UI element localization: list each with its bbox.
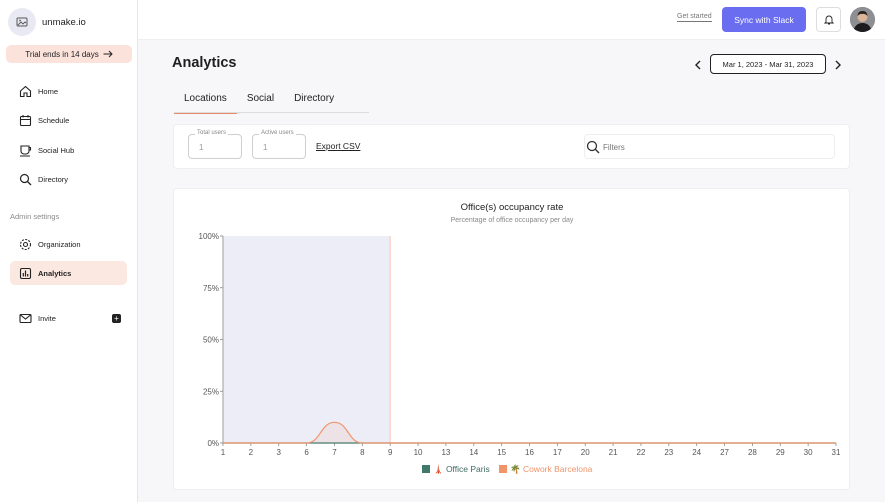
trial-text: Trial ends in 14 days: [25, 49, 99, 59]
tab-directory[interactable]: Directory: [294, 93, 335, 104]
sidebar-item-label: Home: [38, 86, 59, 96]
chevron-left-icon[interactable]: [692, 58, 704, 76]
x-tick-label: 16: [525, 448, 534, 457]
search-icon: [586, 140, 600, 159]
topbar: Get started Sync with Slack: [138, 0, 885, 40]
sidebar-item-label: Directory: [38, 174, 69, 184]
sidebar-item-social-hub[interactable]: Social Hub: [10, 138, 127, 162]
tabs-divider: [174, 112, 369, 113]
occupancy-chart-card: Office(s) occupancy rate Percentage of o…: [173, 188, 850, 490]
sidebar-item-label: Analytics: [38, 268, 72, 278]
x-tick-label: 6: [304, 448, 309, 457]
legend-swatch-0: [422, 465, 430, 473]
sidebar-item-invite[interactable]: Invite +: [10, 306, 127, 330]
bar-chart-icon: [18, 266, 32, 280]
sidebar-item-organization[interactable]: Organization: [10, 232, 127, 256]
total-users-field: Total users 1: [188, 130, 242, 159]
sidebar-item-label: Social Hub: [38, 145, 75, 155]
active-users-value: 1: [263, 143, 268, 152]
y-tick-label: 75%: [203, 284, 219, 293]
chart-title: Office(s) occupancy rate: [461, 202, 564, 213]
brand-logo-icon: [8, 8, 36, 36]
x-tick-label: 9: [388, 448, 393, 457]
home-icon: [18, 84, 32, 98]
x-tick-label: 23: [664, 448, 673, 457]
tab-social[interactable]: Social: [246, 93, 275, 104]
tab-locations[interactable]: Locations: [174, 90, 237, 114]
x-tick-label: 7: [332, 448, 337, 457]
x-tick-label: 28: [748, 448, 757, 457]
sidebar: unmake.io Trial ends in 14 days Home Sch…: [0, 0, 138, 502]
legend-label-0: 🗼 Office Paris: [433, 464, 490, 474]
sidebar-item-analytics[interactable]: Analytics: [10, 261, 127, 285]
x-tick-label: 31: [832, 448, 841, 457]
x-tick-label: 29: [776, 448, 785, 457]
x-tick-label: 22: [637, 448, 646, 457]
filter-card: Total users 1 Active users 1 Export CSV: [173, 124, 850, 169]
x-tick-label: 13: [441, 448, 450, 457]
active-users-field: Active users 1: [252, 130, 306, 159]
filters-search[interactable]: [584, 134, 835, 159]
y-tick-label: 25%: [203, 387, 219, 396]
total-users-label: Total users: [195, 130, 229, 136]
filters-input[interactable]: [603, 140, 823, 154]
x-tick-label: 21: [609, 448, 618, 457]
notifications-button[interactable]: [816, 7, 841, 32]
sidebar-item-directory[interactable]: Directory: [10, 167, 127, 191]
series-line-1: [223, 421, 836, 444]
sidebar-item-label: Organization: [38, 239, 81, 249]
y-tick-label: 50%: [203, 336, 219, 345]
x-tick-label: 15: [497, 448, 506, 457]
admin-settings-label: Admin settings: [10, 212, 60, 221]
x-tick-label: 24: [692, 448, 701, 457]
plus-icon[interactable]: +: [112, 313, 121, 323]
gear-icon: [18, 237, 32, 251]
x-tick-label: 2: [249, 448, 254, 457]
sidebar-item-label: Schedule: [38, 115, 70, 125]
export-csv-link[interactable]: Export CSV: [316, 141, 361, 151]
legend-swatch-1: [499, 465, 507, 473]
x-tick-label: 3: [277, 448, 282, 457]
calendar-icon: [18, 113, 32, 127]
sync-slack-button[interactable]: Sync with Slack: [722, 7, 806, 32]
x-tick-label: 27: [720, 448, 729, 457]
chevron-right-icon[interactable]: [832, 58, 844, 76]
series-area-1: [223, 422, 836, 443]
x-tick-label: 14: [469, 448, 478, 457]
cup-icon: [18, 143, 32, 157]
sidebar-item-home[interactable]: Home: [10, 79, 127, 103]
brand[interactable]: unmake.io: [8, 8, 86, 36]
arrow-right-icon: [103, 50, 113, 58]
chart-subtitle: Percentage of office occupancy per day: [451, 217, 574, 224]
sidebar-item-schedule[interactable]: Schedule: [10, 108, 127, 132]
bell-icon: [823, 15, 834, 25]
search-icon: [18, 172, 32, 186]
x-tick-label: 30: [804, 448, 813, 457]
avatar[interactable]: [850, 7, 875, 32]
y-tick-label: 0%: [207, 439, 219, 448]
x-tick-label: 8: [360, 448, 365, 457]
y-tick-label: 100%: [199, 232, 219, 241]
mail-icon: [18, 311, 32, 325]
date-range-picker[interactable]: Mar 1, 2023 - Mar 31, 2023: [710, 54, 826, 74]
x-tick-label: 20: [581, 448, 590, 457]
active-users-label: Active users: [259, 130, 296, 136]
occupancy-chart: Office(s) occupancy rate Percentage of o…: [199, 202, 841, 474]
tabs: Locations Social Directory: [174, 90, 344, 114]
get-started-link[interactable]: Get started: [677, 13, 712, 22]
total-users-value: 1: [199, 143, 204, 152]
brand-name: unmake.io: [42, 16, 86, 28]
x-tick-label: 10: [414, 448, 423, 457]
x-tick-label: 1: [221, 448, 226, 457]
sidebar-item-label: Invite: [38, 313, 56, 323]
page-title: Analytics: [172, 55, 237, 71]
legend-label-1: 🌴 Cowork Barcelona: [510, 464, 593, 474]
trial-banner[interactable]: Trial ends in 14 days: [6, 45, 132, 63]
x-tick-label: 17: [553, 448, 562, 457]
highlight-range: [223, 236, 391, 443]
